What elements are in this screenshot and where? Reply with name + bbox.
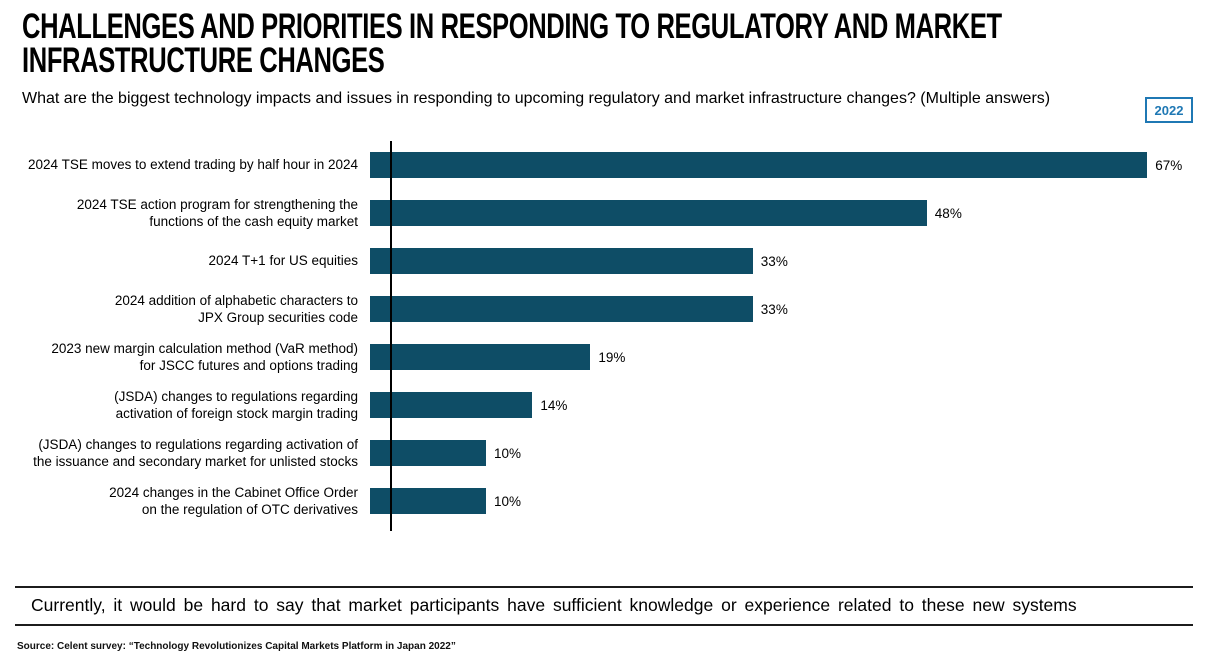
- bar: [370, 296, 753, 322]
- value-label: 19%: [598, 349, 626, 365]
- bar-track: 67%: [368, 152, 1207, 178]
- category-label: 2024 addition of alphabetic characters t…: [114, 292, 358, 326]
- category-label: 2024 TSE moves to extend trading by half…: [28, 157, 358, 173]
- value-label: 33%: [760, 301, 788, 317]
- chart-row: (JSDA) changes to regulations regarding …: [0, 429, 1207, 477]
- bar-track: 48%: [368, 200, 1207, 226]
- bar: [370, 392, 533, 418]
- chart-row: 2023 new margin calculation method (VaR …: [0, 333, 1207, 381]
- category-label: 2024 T+1 for US equities: [208, 253, 358, 269]
- page-title: CHALLENGES AND PRIORITIES IN RESPONDING …: [22, 7, 1207, 80]
- bar-track: 10%: [368, 488, 1207, 514]
- category-label: 2024 changes in the Cabinet Office Order…: [109, 484, 358, 518]
- bar: [370, 440, 486, 466]
- category-label: 2023 new margin calculation method (VaR …: [51, 340, 358, 374]
- chart-row: (JSDA) changes to regulations regarding …: [0, 381, 1207, 429]
- bar-track: 10%: [368, 440, 1207, 466]
- chart-rows: 2024 TSE moves to extend trading by half…: [0, 141, 1207, 525]
- chart-row: 2024 TSE moves to extend trading by half…: [0, 141, 1207, 189]
- value-label: 10%: [494, 493, 522, 509]
- page-title-line-1: CHALLENGES AND PRIORITIES IN RESPONDING …: [22, 7, 1002, 46]
- value-label: 48%: [934, 205, 962, 221]
- bar-track: 14%: [368, 392, 1207, 418]
- bar: [370, 248, 753, 274]
- bar: [370, 152, 1148, 178]
- bar-track: 33%: [368, 248, 1207, 274]
- category-label: 2024 TSE action program for strengthenin…: [76, 196, 358, 230]
- survey-question-subtitle: What are the biggest technology impacts …: [22, 90, 1051, 107]
- category-label: (JSDA) changes to regulations regarding …: [114, 388, 358, 422]
- value-label: 14%: [540, 397, 568, 413]
- horizontal-bar-chart: 2024 TSE moves to extend trading by half…: [0, 141, 1207, 531]
- chart-row: 2024 addition of alphabetic characters t…: [0, 285, 1207, 333]
- chart-row: 2024 changes in the Cabinet Office Order…: [0, 477, 1207, 525]
- bar: [370, 344, 591, 370]
- value-label: 67%: [1155, 157, 1183, 173]
- year-badge: 2022: [1145, 97, 1193, 123]
- bar-track: 33%: [368, 296, 1207, 322]
- chart-row: 2024 T+1 for US equities 33%: [0, 237, 1207, 285]
- value-label: 33%: [760, 253, 788, 269]
- source-citation: Source: Celent survey: “Technology Revol…: [17, 641, 456, 652]
- highlight-quote-band: Currently, it would be hard to say that …: [15, 586, 1193, 626]
- category-label: (JSDA) changes to regulations regarding …: [33, 436, 358, 470]
- y-axis-line: [390, 141, 392, 531]
- bar: [370, 200, 927, 226]
- page-title-line-2: INFRASTRUCTURE CHANGES: [22, 41, 385, 80]
- bar-track: 19%: [368, 344, 1207, 370]
- chart-row: 2024 TSE action program for strengthenin…: [0, 189, 1207, 237]
- value-label: 10%: [494, 445, 522, 461]
- quote-text: Currently, it would be hard to say that …: [31, 595, 1077, 615]
- bar: [370, 488, 486, 514]
